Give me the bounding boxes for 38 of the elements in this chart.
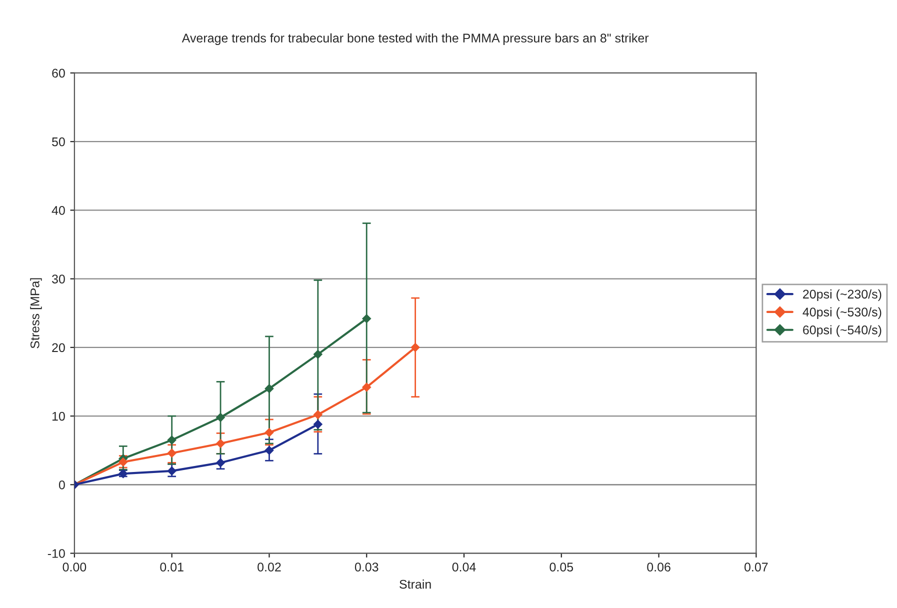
y-tick-label: 10 [52, 412, 65, 421]
point [216, 412, 225, 422]
point [313, 420, 322, 429]
y-tick-label: 50 [52, 137, 65, 146]
y-tick-label: 40 [52, 206, 65, 215]
x-tick-label: 0.03 [354, 562, 378, 572]
point [167, 466, 176, 476]
x-tick-label: 0.06 [647, 562, 670, 572]
point [264, 446, 274, 455]
legend-label: 20psi (~230/s) [803, 289, 882, 302]
point [264, 428, 274, 437]
y-tick-label: -10 [48, 549, 65, 558]
chart-title: Average trends for trabecular bone tested with the PMMA pressure bars an 8" striker [182, 33, 649, 45]
x-tick-label: 0.00 [62, 562, 86, 572]
y-tick-label: 20 [52, 343, 65, 352]
x-tick-label: 0.04 [452, 562, 476, 572]
x-tick-label: 0.05 [550, 562, 574, 572]
point [362, 314, 372, 324]
x-tick-label: 0.01 [160, 562, 184, 572]
point [216, 458, 225, 468]
point [216, 439, 225, 448]
point [410, 342, 420, 352]
y-tick-label: 30 [52, 274, 65, 284]
point [313, 350, 322, 359]
point [167, 448, 176, 458]
point [167, 436, 176, 445]
point [313, 410, 322, 420]
point [118, 458, 128, 466]
x-tick-label: 0.02 [258, 562, 281, 572]
point [362, 382, 372, 392]
point [264, 384, 274, 394]
legend-label: 40psi (~530/s) [802, 307, 882, 319]
y-tick-label: 0 [58, 480, 65, 490]
legend-label: 60psi (~540/s) [803, 325, 882, 337]
x-axis-title: Strain [400, 580, 431, 589]
y-axis-title: Stress [MPa] [30, 278, 42, 348]
x-tick-label: 0.07 [744, 562, 768, 572]
y-tick-label: 60 [52, 68, 65, 78]
